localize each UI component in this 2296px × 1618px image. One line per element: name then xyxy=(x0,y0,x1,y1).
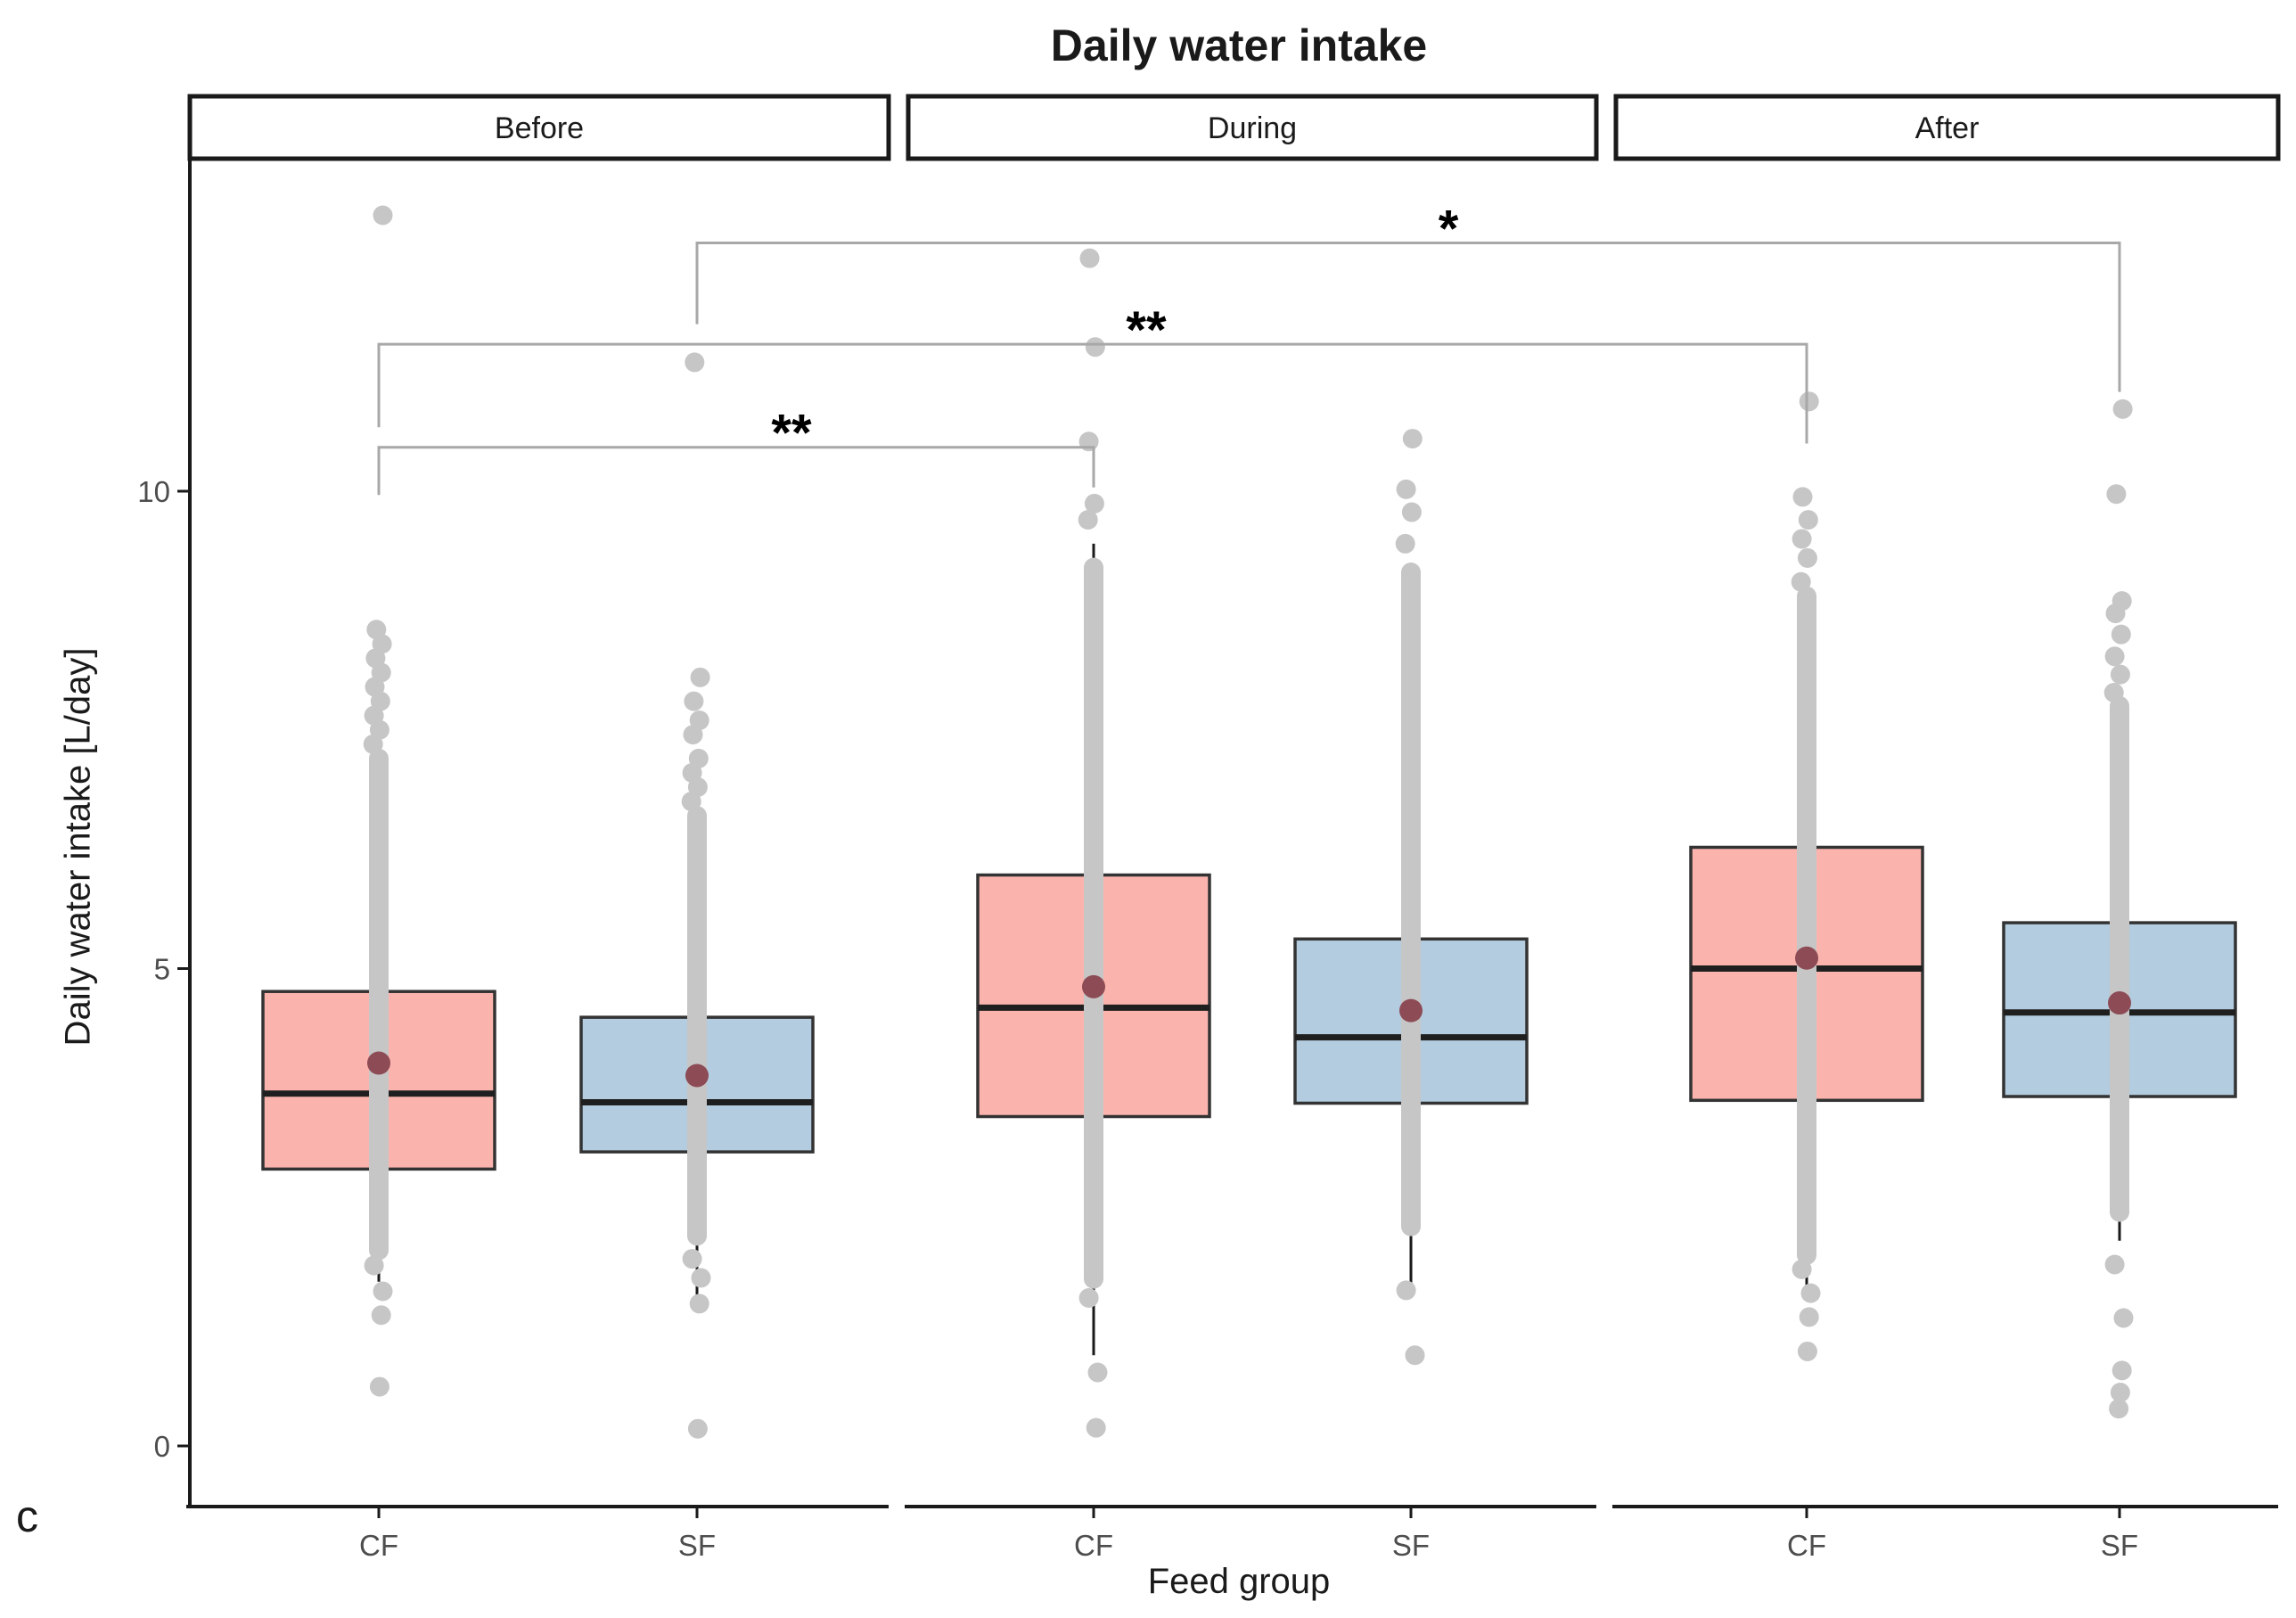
jitter-point xyxy=(2110,664,2130,685)
jitter-point xyxy=(687,1418,708,1439)
jitter-point xyxy=(1401,502,1422,522)
significance-bracket xyxy=(377,342,1808,444)
jitter-point xyxy=(682,1249,702,1269)
jitter-point xyxy=(689,1294,709,1314)
facet-strip-label: Before xyxy=(495,111,584,145)
mean-point xyxy=(1399,998,1423,1023)
jitter-point xyxy=(1086,1417,1106,1438)
jitter-point xyxy=(1395,533,1415,554)
jitter-point xyxy=(1402,429,1423,449)
significance-label: ** xyxy=(1126,301,1167,359)
facet-strip xyxy=(1613,94,2281,161)
significance-label: * xyxy=(1439,201,1459,259)
jitter-point xyxy=(1085,337,1105,357)
jitter-point xyxy=(373,1281,393,1302)
jitter-strip xyxy=(1401,563,1421,1236)
jitter-point xyxy=(691,1268,711,1288)
jitter-strip xyxy=(1797,586,1816,1265)
jitter-strip xyxy=(369,748,389,1261)
jitter-point xyxy=(2112,1360,2132,1381)
jitter-point xyxy=(2110,1383,2130,1403)
facet-strip-label: During xyxy=(1208,111,1297,145)
jitter-point xyxy=(371,1305,391,1326)
y-tick-label: 5 xyxy=(154,953,170,986)
x-axis-title: Feed group xyxy=(1147,1562,1331,1601)
y-tick-label: 0 xyxy=(154,1430,170,1463)
jitter-point xyxy=(1396,1280,1416,1301)
jitter-point xyxy=(369,1376,390,1397)
mean-point xyxy=(2108,991,2131,1015)
jitter-point xyxy=(689,710,709,731)
x-tick-label: SF xyxy=(2101,1529,2138,1562)
jitter-point xyxy=(688,748,709,768)
significance-bracket xyxy=(377,446,1095,496)
facet-strip-label: After xyxy=(1915,111,1980,145)
jitter-point xyxy=(1791,571,1811,592)
jitter-point xyxy=(2104,1254,2125,1275)
jitter-point xyxy=(1792,529,1812,549)
jitter-strip xyxy=(2110,695,2129,1222)
jitter-point xyxy=(364,1255,384,1276)
mean-point xyxy=(367,1051,390,1075)
jitter-point xyxy=(1798,510,1818,530)
jitter-point xyxy=(2109,1399,2129,1419)
jitter-point xyxy=(1799,1307,1819,1327)
facet-strip xyxy=(906,94,1599,161)
y-axis-title: Daily water intake [L/day] xyxy=(58,647,98,1047)
jitter-point xyxy=(1087,1362,1108,1383)
mean-point xyxy=(685,1064,709,1088)
x-tick-label: CF xyxy=(359,1529,398,1562)
jitter-point xyxy=(1800,1283,1821,1303)
jitter-point xyxy=(2103,682,2124,702)
jitter-point xyxy=(2106,484,2127,505)
jitter-point xyxy=(1797,547,1817,568)
mean-point xyxy=(1082,974,1105,998)
x-tick-label: CF xyxy=(1074,1529,1113,1562)
jitter-strip xyxy=(687,806,707,1246)
jitter-point xyxy=(373,205,393,226)
jitter-point xyxy=(1792,1259,1812,1279)
jitter-point xyxy=(1792,487,1813,507)
jitter-point xyxy=(2104,646,2125,667)
significance-bracket xyxy=(695,242,2121,392)
jitter-point xyxy=(684,691,704,711)
jitter-strip xyxy=(1084,557,1103,1289)
x-tick-label: CF xyxy=(1787,1529,1826,1562)
jitter-point xyxy=(1084,493,1104,513)
chart-title: Daily water intake xyxy=(1050,21,1428,70)
jitter-point xyxy=(690,667,710,687)
significance-label: ** xyxy=(771,405,812,463)
jitter-point xyxy=(1396,479,1416,499)
panel-letter-label: c xyxy=(16,1491,38,1541)
jitter-point xyxy=(1078,1287,1099,1308)
mean-point xyxy=(1795,946,1818,970)
jitter-point xyxy=(366,620,387,640)
jitter-point xyxy=(2113,1308,2134,1328)
jitter-point xyxy=(2112,591,2132,612)
jitter-point xyxy=(2111,624,2131,645)
jitter-point xyxy=(1079,248,1100,268)
jitter-point xyxy=(1799,391,1819,412)
facet-strip xyxy=(187,94,891,161)
jitter-point xyxy=(1078,510,1098,530)
jitter-point xyxy=(1405,1345,1425,1366)
x-tick-label: SF xyxy=(678,1529,716,1562)
jitter-point xyxy=(2112,398,2133,419)
jitter-point xyxy=(685,352,705,373)
x-tick-label: SF xyxy=(1392,1529,1430,1562)
jitter-point xyxy=(1797,1341,1817,1361)
y-tick-label: 10 xyxy=(137,475,170,508)
